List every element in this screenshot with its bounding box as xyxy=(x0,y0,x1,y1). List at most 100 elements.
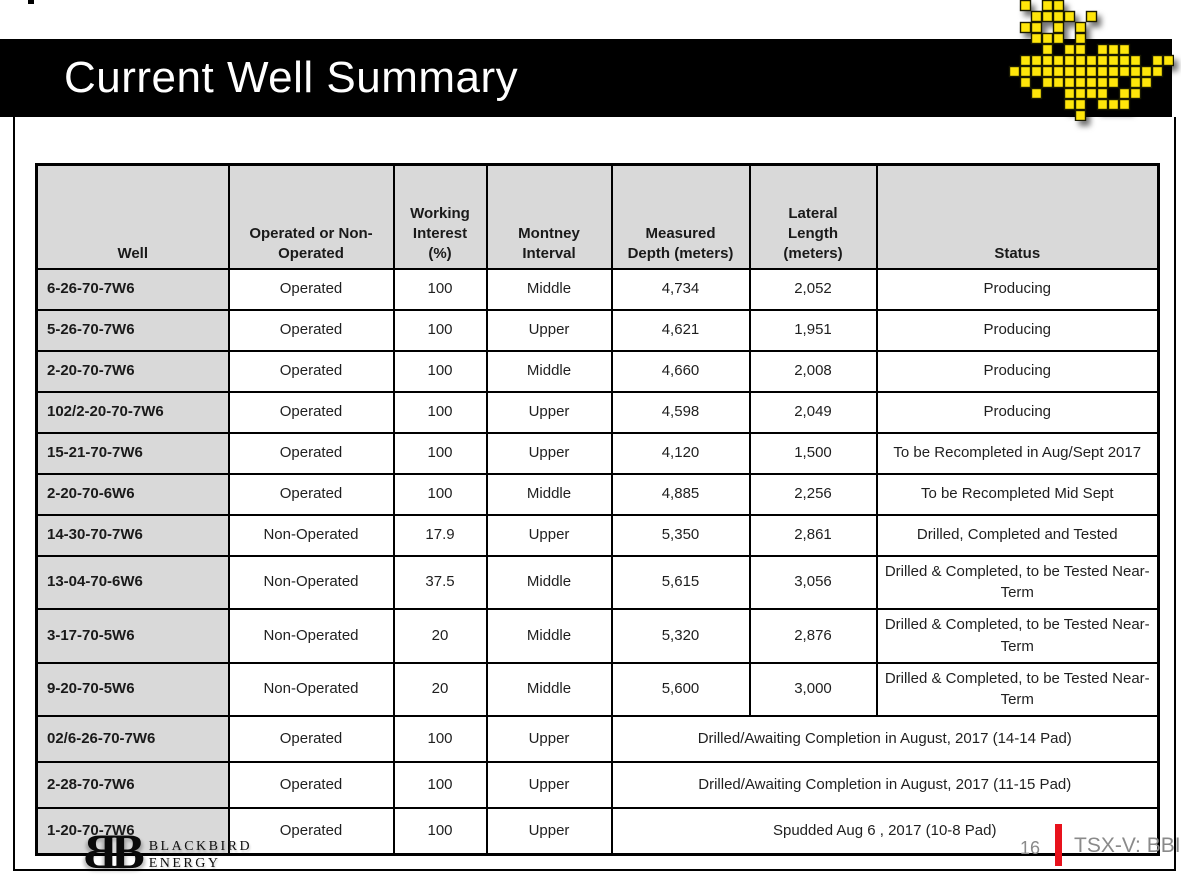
cell-lateral-length: 2,049 xyxy=(748,390,878,434)
table-row: 6-26-70-7W6 Operated 100 Middle 4,734 2,052 Pr… xyxy=(35,267,1160,311)
cell-well: 02/6-26-70-7W6 xyxy=(35,715,230,763)
table-header-row: Well Operated or Non- Operated Working Int… xyxy=(35,163,1160,270)
cell-operated: Non-Operated xyxy=(227,554,395,610)
cell-measured-depth: 4,598 xyxy=(610,390,751,434)
ticker-label: TSX-V: BBI xyxy=(1074,834,1181,857)
cell-working-interest: 20 xyxy=(392,661,488,717)
cell-working-interest: 100 xyxy=(392,308,488,352)
cell-working-interest: 100 xyxy=(392,431,488,475)
cell-working-interest: 100 xyxy=(392,349,488,393)
cell-well: 3-17-70-5W6 xyxy=(35,608,230,664)
column-header-3: Working Interest (%) xyxy=(392,163,488,270)
cell-status-merged: Drilled/Awaiting Completion in August, 2… xyxy=(610,715,1160,763)
footer: B B BLACKBIRD ENERGY 16 TSX-V: BBI xyxy=(0,822,1181,879)
cell-status: Drilled & Completed, to be Tested Near-T… xyxy=(875,661,1160,717)
top-edge-mark xyxy=(28,0,34,4)
cell-lateral-length: 2,256 xyxy=(748,472,878,516)
cell-lateral-length: 2,876 xyxy=(748,608,878,664)
column-header-2: Operated or Non- Operated xyxy=(227,163,395,270)
monogram-b-mirrored: B xyxy=(84,823,118,879)
cell-lateral-length: 2,052 xyxy=(748,267,878,311)
cell-lateral-length: 2,861 xyxy=(748,513,878,557)
table-row: 9-20-70-5W6 Non-Operated 20 Middle 5,600 3,00… xyxy=(35,661,1160,717)
cell-interval: Upper xyxy=(485,761,613,809)
cell-status: Producing xyxy=(875,390,1160,434)
cell-status-merged: Drilled/Awaiting Completion in August, 2… xyxy=(610,761,1160,809)
brand-text: BLACKBIRD ENERGY xyxy=(149,830,252,873)
cell-operated: Operated xyxy=(227,349,395,393)
cell-operated: Operated xyxy=(227,472,395,516)
cell-measured-depth: 5,600 xyxy=(610,661,751,717)
cell-operated: Operated xyxy=(227,308,395,352)
table-row: 2-28-70-7W6 Operated 100 Upper Drilled/Await… xyxy=(35,761,1160,809)
cell-measured-depth: 5,615 xyxy=(610,554,751,610)
blackbird-energy-logo: B B BLACKBIRD ENERGY xyxy=(84,823,252,879)
column-header-4: Montney Interval xyxy=(485,163,613,270)
cell-measured-depth: 5,350 xyxy=(610,513,751,557)
cell-well: 15-21-70-7W6 xyxy=(35,431,230,475)
cell-status: Producing xyxy=(875,308,1160,352)
cell-working-interest: 100 xyxy=(392,761,488,809)
brand-line-2: ENERGY xyxy=(148,856,221,871)
cell-status: To be Recompleted Mid Sept xyxy=(875,472,1160,516)
monogram-b: B xyxy=(111,823,145,879)
cell-interval: Upper xyxy=(485,431,613,475)
cell-status: To be Recompleted in Aug/Sept 2017 xyxy=(875,431,1160,475)
cell-lateral-length: 2,008 xyxy=(748,349,878,393)
bb-monogram-icon: B B xyxy=(84,823,145,879)
page-number: 16 xyxy=(1019,838,1040,858)
cell-measured-depth: 4,120 xyxy=(610,431,751,475)
cell-interval: Upper xyxy=(485,807,613,855)
column-header-5: Measured Depth (meters) xyxy=(610,163,751,270)
cell-status: Drilled & Completed, to be Tested Near-T… xyxy=(875,608,1160,664)
cell-operated: Operated xyxy=(227,431,395,475)
cell-interval: Upper xyxy=(485,308,613,352)
cell-interval: Middle xyxy=(485,554,613,610)
table-row: 13-04-70-6W6 Non-Operated 37.5 Middle 5,615 3… xyxy=(35,554,1160,610)
cell-lateral-length: 3,000 xyxy=(748,661,878,717)
cell-well: 6-26-70-7W6 xyxy=(35,267,230,311)
red-accent-bar xyxy=(1055,824,1062,866)
cell-working-interest: 100 xyxy=(392,390,488,434)
cell-working-interest: 100 xyxy=(392,267,488,311)
table-body: 6-26-70-7W6 Operated 100 Middle 4,734 2,052 Pr… xyxy=(35,267,1160,855)
cell-measured-depth: 4,885 xyxy=(610,472,751,516)
cell-operated: Operated xyxy=(227,267,395,311)
cell-well: 2-20-70-7W6 xyxy=(35,349,230,393)
well-summary-table: Well Operated or Non- Operated Working Int… xyxy=(35,163,1160,856)
column-header-7: Status xyxy=(875,163,1160,270)
page-title: Current Well Summary xyxy=(64,53,519,102)
cell-well: 5-26-70-7W6 xyxy=(35,308,230,352)
cell-measured-depth: 4,621 xyxy=(610,308,751,352)
table-row: 02/6-26-70-7W6 Operated 100 Upper Drilled/Aw… xyxy=(35,715,1160,763)
cell-lateral-length: 1,951 xyxy=(748,308,878,352)
cell-status-merged: Spudded Aug 6 , 2017 (10-8 Pad) xyxy=(610,807,1160,855)
cell-working-interest: 20 xyxy=(392,608,488,664)
cell-status: Drilled, Completed and Tested xyxy=(875,513,1160,557)
cell-interval: Upper xyxy=(485,513,613,557)
cell-lateral-length: 1,500 xyxy=(748,431,878,475)
brand-line-1: BLACKBIRD xyxy=(148,838,253,854)
cell-interval: Upper xyxy=(485,390,613,434)
cell-status: Producing xyxy=(875,267,1160,311)
cell-well: 1-20-70-7W6 xyxy=(35,807,230,855)
cell-operated: Operated xyxy=(227,715,395,763)
cell-interval: Middle xyxy=(485,349,613,393)
cell-operated: Non-Operated xyxy=(227,608,395,664)
table-row: 14-30-70-7W6 Non-Operated 17.9 Upper 5,350 2,… xyxy=(35,513,1160,557)
cell-operated: Operated xyxy=(227,761,395,809)
cell-lateral-length: 3,056 xyxy=(748,554,878,610)
table-row: 2-20-70-7W6 Operated 100 Middle 4,660 2,008 Pr… xyxy=(35,349,1160,393)
cell-interval: Middle xyxy=(485,661,613,717)
cell-interval: Middle xyxy=(485,608,613,664)
table-row: 2-20-70-6W6 Operated 100 Middle 4,885 2,256 To… xyxy=(35,472,1160,516)
cell-well: 13-04-70-6W6 xyxy=(35,554,230,610)
cell-status: Drilled & Completed, to be Tested Near-T… xyxy=(875,554,1160,610)
cell-well: 14-30-70-7W6 xyxy=(35,513,230,557)
blackbird-pixel-bird-icon xyxy=(1008,0,1174,121)
column-header-6: Lateral Length (meters) xyxy=(748,163,878,270)
cell-interval: Middle xyxy=(485,267,613,311)
column-header-1: Well xyxy=(35,163,230,270)
table-header: Well Operated or Non- Operated Working Int… xyxy=(35,163,1160,270)
